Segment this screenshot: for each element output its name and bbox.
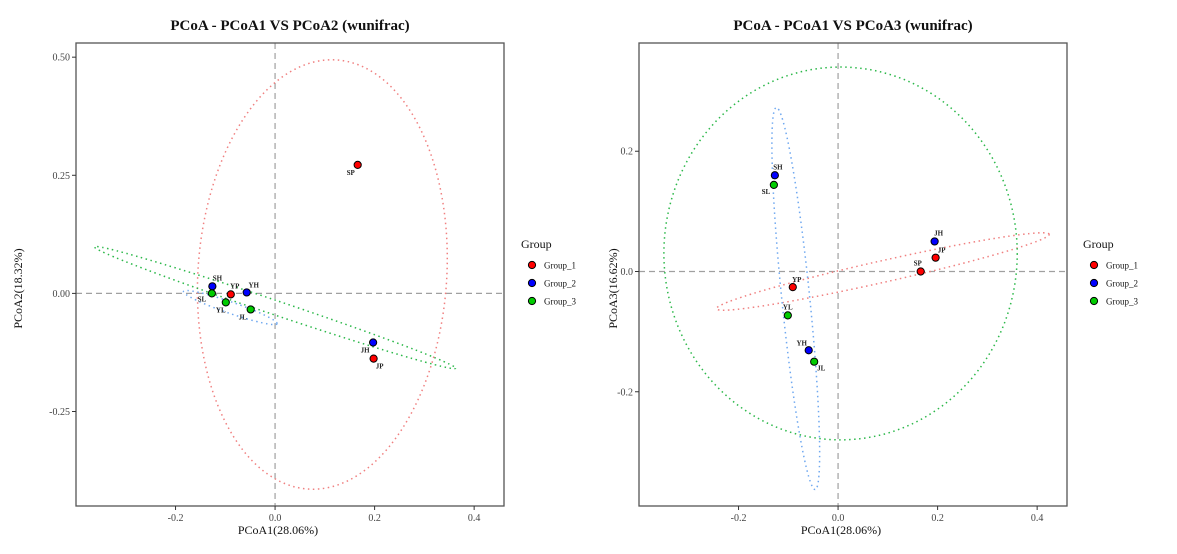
x-axis-label: PCoA1(28.06%) [238, 523, 318, 537]
data-point-sh [770, 171, 779, 180]
point-label: JL [239, 313, 248, 321]
data-point-yp [788, 283, 797, 292]
legend: Group Group_1 Group_2 Group_3 [521, 237, 576, 307]
confidence-ellipse-group-3 [663, 66, 1018, 441]
point-label: YH [796, 339, 807, 347]
legend-marker-group-3 [527, 296, 537, 306]
legend-title: Group [521, 237, 552, 251]
x-tick-label: -0.2 [731, 513, 747, 524]
legend-marker-group-2 [1089, 278, 1099, 288]
point-label: YH [248, 281, 259, 289]
data-point-jp [931, 253, 940, 262]
data-point-jl [246, 305, 255, 314]
point-label: SP [347, 169, 356, 177]
y-tick-label: -0.2 [617, 387, 633, 398]
confidence-ellipse-group-3 [93, 245, 457, 370]
y-tick-label: 0.2 [621, 147, 634, 158]
data-point-sl [207, 289, 216, 298]
y-tick-label: -0.25 [49, 407, 70, 418]
point-label: JP [376, 363, 385, 371]
legend-marker-group-2 [527, 278, 537, 288]
chart-title: PCoA - PCoA1 VS PCoA2 (wunifrac) [170, 18, 409, 34]
x-tick-label: 0.2 [931, 513, 944, 524]
legend-label: Group_1 [1106, 261, 1138, 271]
point-label: JH [361, 347, 371, 355]
confidence-ellipse-group-1 [196, 59, 449, 490]
pcoa-panel-2: PCoA - PCoA1 VS PCoA3 (wunifrac) -0.2 0.0 0… [606, 18, 1138, 537]
data-point-yl [783, 311, 792, 320]
point-label: SL [762, 188, 771, 196]
point-label: YP [230, 282, 240, 290]
data-point-sp [353, 160, 362, 169]
legend-marker-group-3 [1089, 296, 1099, 306]
data-point-yl [221, 298, 230, 307]
data-point-yp [226, 290, 235, 299]
legend-label: Group_2 [1106, 279, 1138, 289]
legend: Group Group_1 Group_2 Group_3 [1083, 237, 1138, 307]
y-tick-label: 0.25 [53, 171, 71, 182]
data-point-yh [242, 288, 251, 297]
point-label: JP [938, 247, 947, 255]
x-tick-label: 0.0 [832, 513, 845, 524]
point-label: YL [216, 306, 226, 314]
data-point-jh [930, 237, 939, 246]
point-label: SH [773, 163, 783, 171]
pcoa-panel-1: PCoA - PCoA1 VS PCoA2 (wunifrac)-0.2 0.0 0… [11, 18, 576, 537]
x-tick-label: 0.4 [468, 513, 481, 524]
y-tick-label: 0.0 [621, 267, 634, 278]
legend-marker-group-1 [1089, 260, 1099, 270]
y-axis-label: PCoA2(18.32%) [11, 248, 25, 328]
x-tick-label: -0.2 [168, 513, 184, 524]
data-point-sp [916, 267, 925, 276]
data-point-jl [810, 357, 819, 366]
legend-label: Group_3 [1106, 297, 1138, 307]
legend-label: Group_1 [544, 261, 576, 271]
point-label: SL [198, 295, 207, 303]
data-point-sh [208, 282, 217, 291]
y-tick-label: 0.50 [53, 53, 71, 64]
data-point-yh [804, 346, 813, 355]
chart-title: PCoA - PCoA1 VS PCoA3 (wunifrac) [733, 18, 972, 34]
x-tick-label: 0.2 [368, 513, 381, 524]
confidence-ellipse-group-2 [182, 289, 278, 326]
point-label: JH [934, 229, 944, 237]
point-label: SH [213, 274, 223, 282]
legend-label: Group_2 [544, 279, 576, 289]
x-axis-label: PCoA1(28.06%) [801, 523, 881, 537]
data-point-jp [369, 354, 378, 363]
y-axis-label: PCoA3(16.62%) [606, 248, 620, 328]
point-label: YL [783, 303, 793, 311]
x-tick-label: 0.0 [269, 513, 282, 524]
point-label: YP [792, 276, 802, 284]
legend-label: Group_3 [544, 297, 576, 307]
y-tick-label: 0.00 [53, 289, 71, 300]
plot-frame [75, 42, 505, 507]
legend-marker-group-1 [527, 260, 537, 270]
data-point-jh [369, 338, 378, 347]
plot-frame [638, 42, 1068, 507]
x-tick-label: 0.4 [1031, 513, 1044, 524]
data-point-sl [769, 180, 778, 190]
legend-title: Group [1083, 237, 1114, 251]
point-label: SP [914, 259, 923, 267]
point-label: JL [817, 365, 826, 373]
